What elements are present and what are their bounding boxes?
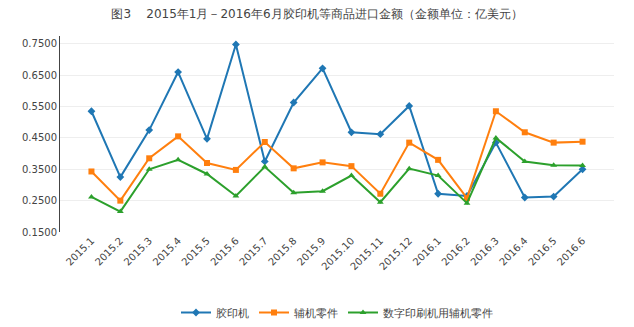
svg-text:2015.10: 2015.10: [319, 235, 356, 272]
svg-text:辅机零件: 辅机零件: [294, 307, 338, 320]
svg-text:2016.3: 2016.3: [468, 235, 501, 268]
svg-text:2016.5: 2016.5: [526, 235, 559, 268]
svg-text:2015.8: 2015.8: [266, 235, 299, 268]
svg-text:胶印机: 胶印机: [216, 307, 249, 320]
svg-text:数字印刷机用辅机零件: 数字印刷机用辅机零件: [383, 307, 493, 320]
svg-text:0.2500: 0.2500: [22, 195, 57, 206]
svg-text:0.3500: 0.3500: [22, 164, 57, 175]
svg-text:2015.2: 2015.2: [93, 235, 126, 268]
svg-text:2015.11: 2015.11: [348, 235, 385, 272]
svg-text:0.7500: 0.7500: [22, 38, 57, 49]
svg-text:2015.6: 2015.6: [208, 235, 241, 268]
svg-text:0.4500: 0.4500: [22, 132, 57, 143]
svg-text:0.6500: 0.6500: [22, 70, 57, 81]
svg-text:2015.5: 2015.5: [179, 235, 212, 268]
svg-text:图3 2015年1月－2016年6月胶印机等商品进口金: 图3 2015年1月－2016年6月胶印机等商品进口金额（金额单位：亿美元）: [111, 7, 522, 21]
svg-text:2016.4: 2016.4: [497, 235, 530, 268]
svg-text:2015.3: 2015.3: [122, 235, 155, 268]
svg-text:2015.9: 2015.9: [295, 235, 328, 268]
svg-text:2015.12: 2015.12: [377, 235, 414, 272]
svg-text:2016.2: 2016.2: [439, 235, 472, 268]
svg-text:2015.7: 2015.7: [237, 235, 270, 268]
svg-text:0.1500: 0.1500: [22, 227, 57, 238]
svg-text:0.5500: 0.5500: [22, 101, 57, 112]
svg-text:2015.4: 2015.4: [151, 235, 184, 268]
svg-text:2015.1: 2015.1: [64, 235, 97, 268]
svg-text:2016.1: 2016.1: [411, 235, 444, 268]
svg-text:2016.6: 2016.6: [555, 235, 588, 268]
